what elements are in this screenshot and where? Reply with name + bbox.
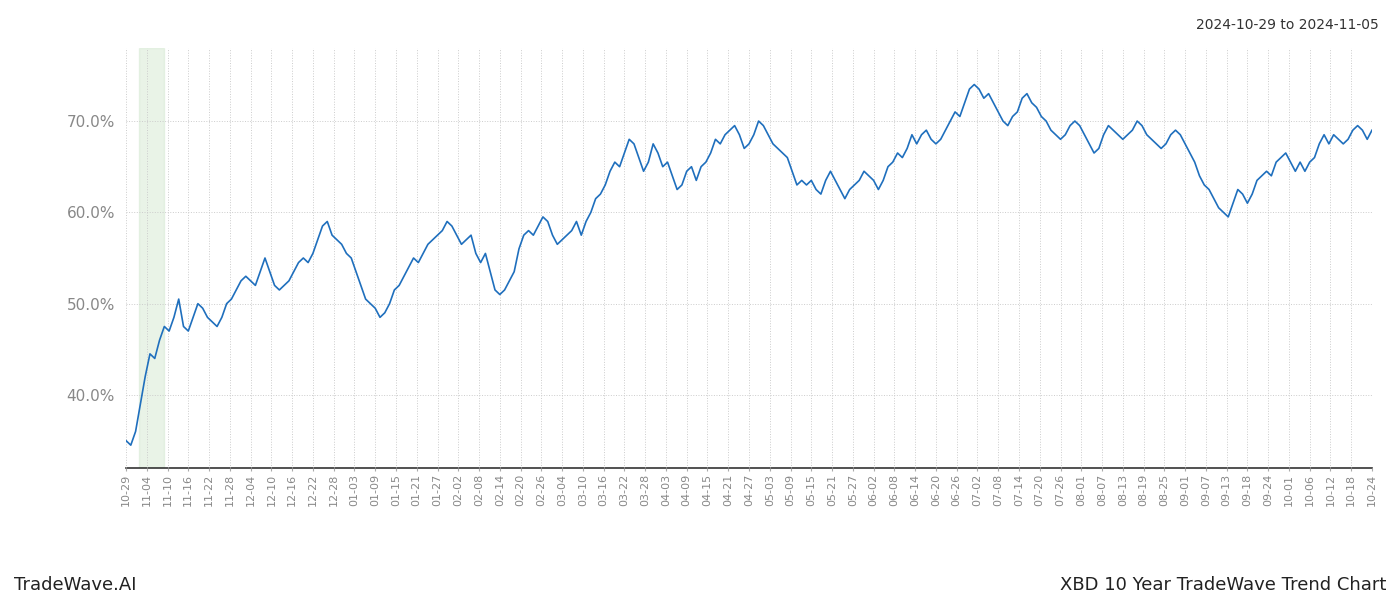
Text: 2024-10-29 to 2024-11-05: 2024-10-29 to 2024-11-05	[1196, 18, 1379, 32]
Text: TradeWave.AI: TradeWave.AI	[14, 576, 137, 594]
Bar	[139, 48, 164, 468]
Text: XBD 10 Year TradeWave Trend Chart: XBD 10 Year TradeWave Trend Chart	[1060, 576, 1386, 594]
